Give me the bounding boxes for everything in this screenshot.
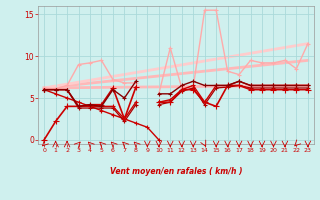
X-axis label: Vent moyen/en rafales ( km/h ): Vent moyen/en rafales ( km/h ): [110, 167, 242, 176]
